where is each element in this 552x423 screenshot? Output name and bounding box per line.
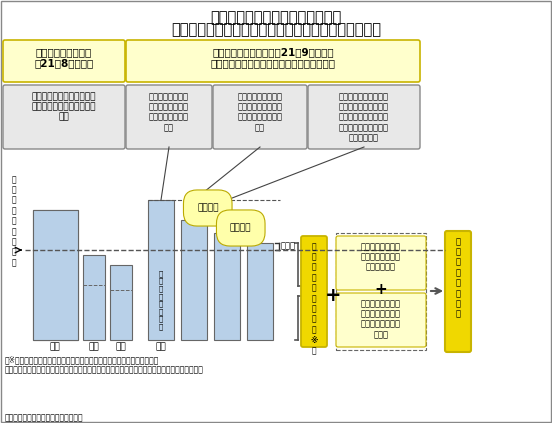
Text: 所得水準を協会の平
均とした場合の保険
料収入額との差額を
調整: 所得水準を協会の平 均とした場合の保険 料収入額との差額を 調整 [237,92,283,132]
Text: 年齢構成を協会の
平均とした場合の
医療費との差額を
調整: 年齢構成を協会の 平均とした場合の 医療費との差額を 調整 [149,92,189,132]
Text: 年齢調整・所得調整の
結果、都道府県ごとの
保険料率は、医療費の
地域差を反映した保険
料率となる。: 年齢調整・所得調整の 結果、都道府県ごとの 保険料率は、医療費の 地域差を反映し… [339,92,389,143]
Bar [214,233,240,340]
Text: 全国一本の保険料率
（21年8月まで）: 全国一本の保険料率 （21年8月まで） [34,47,94,69]
Text: Ｂ県: Ｂ県 [89,342,99,351]
Bar [181,220,207,340]
Text: 出典：厚生労働省説明資料を一部変更: 出典：厚生労働省説明資料を一部変更 [5,413,83,422]
Text: Ａ県: Ａ県 [156,342,166,351]
FancyBboxPatch shape [213,85,307,149]
Text: 全
国
一
律
の
保
険
料
率: 全 国 一 律 の 保 険 料 率 [12,175,17,267]
Text: （※）激変緩和措置は、平成３２年３月までの間、講じる（法律事項）。
激変緩和措置の内容については、毎年度決定。災害等特殊事情についても、適切な調整を行う。: （※）激変緩和措置は、平成３２年３月までの間、講じる（法律事項）。 激変緩和措置… [5,355,204,374]
Text: 後期高齢者支援金
など全国一律で賦
課される保険料分
を合算: 後期高齢者支援金 など全国一律で賦 課される保険料分 を合算 [361,299,401,339]
FancyBboxPatch shape [3,40,125,82]
Text: Ｃ県: Ｃ県 [115,342,126,351]
Text: リスク構造調整の先行例としての: リスク構造調整の先行例としての [210,10,342,25]
Text: 最
終
的
な
保
険
料
率: 最 終 的 な 保 険 料 率 [455,237,460,319]
Text: +: + [375,281,388,297]
FancyBboxPatch shape [301,236,327,347]
Text: 各都道府県の保健
事業等に要する保
険料分を合算: 各都道府県の保健 事業等に要する保 険料分を合算 [361,242,401,272]
Text: 都道府県ごとの医療費の水
準にかかわらず保険料率は
一律: 都道府県ごとの医療費の水 準にかかわらず保険料率は 一律 [32,92,96,122]
Bar [247,243,273,340]
Bar [148,200,174,340]
Bar [110,265,132,340]
Text: 年齢調整: 年齢調整 [197,203,219,212]
FancyBboxPatch shape [445,231,471,352]
FancyBboxPatch shape [336,236,426,290]
Bar [33,210,78,340]
Text: 調
整
前
の
保
険
料
率: 調 整 前 の 保 険 料 率 [159,270,163,330]
Text: 調
整
後
の
保
険
料
率
（
※
）: 調 整 後 の 保 険 料 率 （ ※ ） [310,242,318,355]
FancyBboxPatch shape [308,85,420,149]
Text: +: + [325,286,341,305]
Text: 協会けんぽの都道府県単位保険料率の設定のイメージ: 協会けんぽの都道府県単位保険料率の設定のイメージ [171,22,381,37]
Text: 地域差: 地域差 [281,242,296,250]
FancyBboxPatch shape [126,85,212,149]
FancyBboxPatch shape [3,85,125,149]
Bar [33,210,78,340]
Bar [83,255,105,340]
Text: Ａ県: Ａ県 [50,342,60,351]
Text: 所得調整: 所得調整 [230,223,252,233]
Text: 都道府県単位保険料率（21年9月から）
：年齢構成が高く、所得水準の低いＡ県の例: 都道府県単位保険料率（21年9月から） ：年齢構成が高く、所得水準の低いＡ県の例 [210,47,336,69]
FancyBboxPatch shape [126,40,420,82]
FancyBboxPatch shape [336,293,426,347]
Bar [336,233,426,350]
